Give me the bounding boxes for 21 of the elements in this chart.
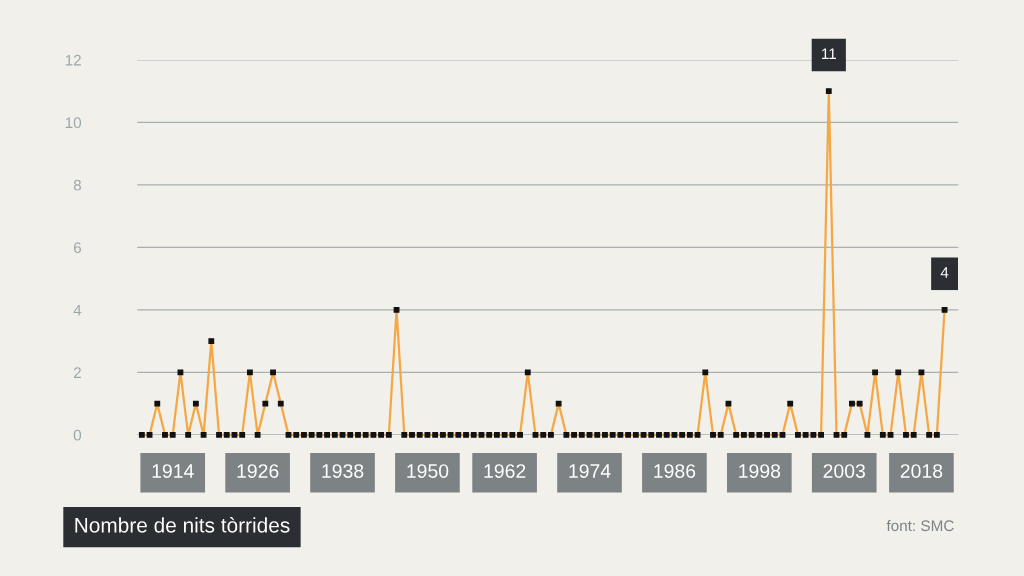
- x-tick-label: 1974: [569, 464, 611, 478]
- y-tick-label: 8: [73, 179, 81, 191]
- x-tick-label: 1986: [654, 464, 696, 478]
- y-tick-label: 4: [73, 304, 82, 316]
- y-tick-label: 2: [73, 367, 81, 378]
- x-tick-label: 2018: [900, 464, 943, 478]
- y-tick-label: 12: [65, 54, 81, 66]
- x-tick-label: 1962: [484, 464, 526, 478]
- x-tick-label: 1938: [322, 464, 364, 478]
- x-tick-label: 1998: [739, 464, 781, 478]
- x-tick-label: 1926: [237, 464, 279, 478]
- text: font: SMC: [886, 519, 954, 532]
- y-tick-label: 6: [73, 242, 81, 254]
- data-label: 4: [940, 267, 949, 278]
- y-tick-label: 0: [73, 429, 82, 441]
- x-tick-label: 2003: [823, 464, 866, 478]
- data-label: 11: [822, 48, 836, 59]
- x-tick-label: 1914: [152, 464, 194, 478]
- y-tick-label: 10: [65, 117, 82, 129]
- x-tick-label: 1950: [407, 464, 449, 478]
- text: Nombre de nits tòrrides: [75, 517, 290, 533]
